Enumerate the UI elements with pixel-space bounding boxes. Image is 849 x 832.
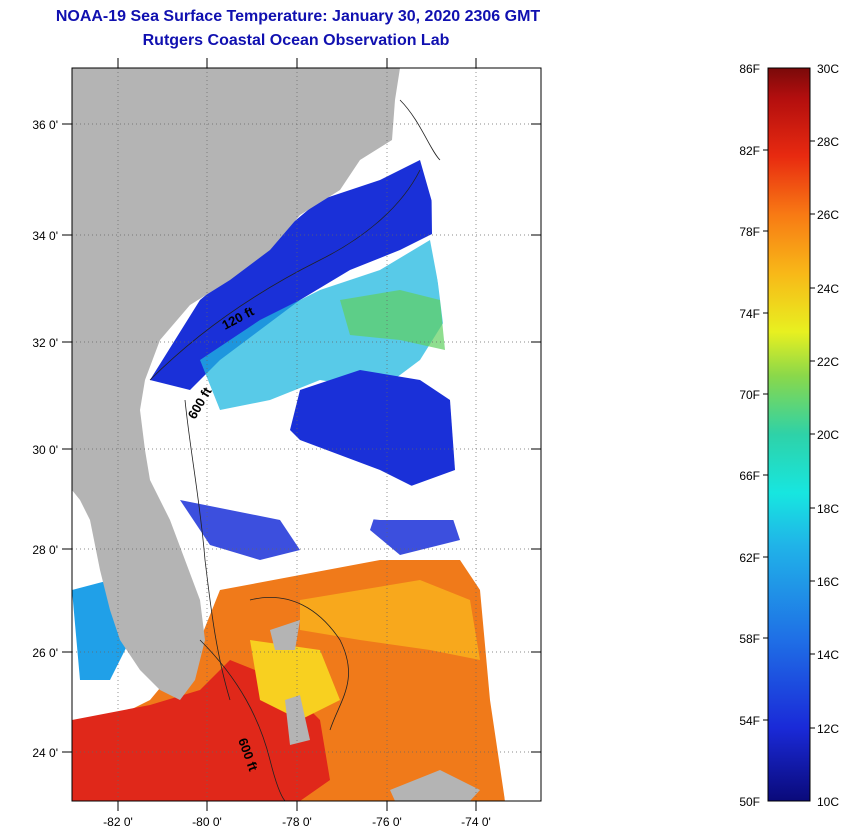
lat-label: 28 0' (32, 543, 58, 557)
cold-shelf-water (150, 160, 440, 390)
celsius-label: 28C (817, 135, 839, 149)
lat-label: 30 0' (32, 443, 58, 457)
fahrenheit-label: 66F (739, 469, 760, 483)
fahrenheit-label: 74F (739, 307, 760, 321)
lat-label: 34 0' (32, 229, 58, 243)
colorbar-ticks (763, 140, 815, 729)
island-landmass (390, 770, 480, 801)
map-border (71, 67, 542, 802)
contour-line (399, 99, 441, 161)
bahamas-shelf-water (250, 640, 340, 720)
land-mass (72, 68, 400, 700)
fahrenheit-label: 86F (739, 62, 760, 76)
contour-line (199, 639, 286, 801)
island-landmass (285, 695, 310, 745)
map-imagery (72, 68, 541, 801)
celsius-label: 12C (817, 722, 839, 736)
lon-label: -82 0' (103, 815, 133, 829)
no-data-region (430, 68, 541, 801)
celsius-label: 20C (817, 428, 839, 442)
celsius-label: 26C (817, 208, 839, 222)
contour-line (149, 169, 421, 381)
celsius-label: 10C (817, 795, 839, 809)
green-water-patch (340, 290, 445, 350)
celsius-label: 30C (817, 62, 839, 76)
lon-label: -74 0' (461, 815, 491, 829)
celsius-label: 16C (817, 575, 839, 589)
fahrenheit-label: 78F (739, 225, 760, 239)
lon-label: -78 0' (282, 815, 312, 829)
warm-water-patch (300, 580, 480, 660)
cloud-cover (140, 400, 460, 520)
fahrenheit-label: 82F (739, 144, 760, 158)
island-landmass (270, 620, 300, 650)
lat-label: 32 0' (32, 336, 58, 350)
map-subtitle: Rutgers Coastal Ocean Observation Lab (142, 32, 450, 49)
lat-label: 26 0' (32, 646, 58, 660)
fahrenheit-label: 50F (739, 795, 760, 809)
celsius-label: 22C (817, 355, 839, 369)
map-title: NOAA-19 Sea Surface Temperature: January… (55, 8, 541, 25)
celsius-label: 14C (817, 648, 839, 662)
lon-label: -80 0' (192, 815, 222, 829)
celsius-label: 24C (817, 282, 839, 296)
fahrenheit-label: 54F (739, 714, 760, 728)
temperature-colorbar (767, 67, 811, 802)
map-ticks (62, 58, 541, 811)
contour-line (184, 399, 231, 701)
cold-patch-south (180, 500, 300, 560)
fahrenheit-label: 58F (739, 632, 760, 646)
mixed-water-region (200, 240, 445, 410)
lat-label: 24 0' (32, 746, 58, 760)
contour-line (249, 597, 349, 731)
lon-label: -76 0' (372, 815, 402, 829)
fahrenheit-label: 62F (739, 551, 760, 565)
fahrenheit-label: 70F (739, 388, 760, 402)
lat-label: 36 0' (32, 118, 58, 132)
celsius-label: 18C (817, 502, 839, 516)
